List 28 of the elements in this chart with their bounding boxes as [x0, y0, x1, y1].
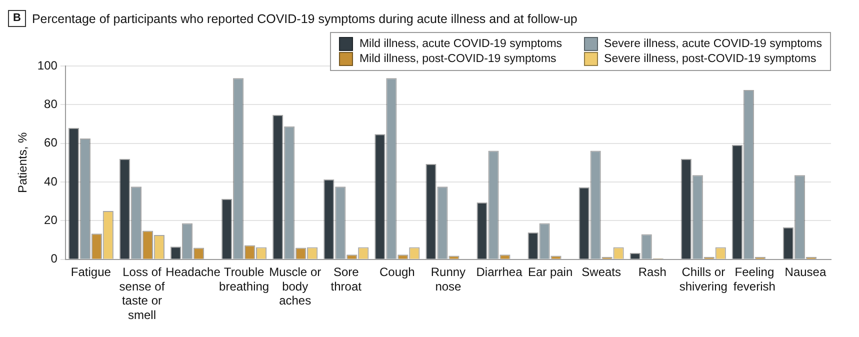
x-tick-label: Runny nose — [430, 264, 466, 294]
x-tick-label: Rash — [638, 264, 666, 279]
x-tick-label: Loss of sense of taste or smell — [119, 264, 166, 322]
x-tick-label: Nausea — [784, 264, 826, 279]
y-tick-label: 40 — [44, 174, 58, 188]
x-tick-label: Fatigue — [70, 264, 112, 279]
legend-label: Mild illness, acute COVID-19 symptoms — [359, 38, 562, 50]
x-tick-label: Sweats — [582, 264, 622, 279]
x-tick-label: Feeling feverish — [733, 264, 776, 294]
x-tick-label: Ear pain — [528, 264, 573, 279]
y-tick-label: 100 — [37, 58, 58, 72]
x-tick-label: Trouble breathing — [219, 264, 270, 294]
y-tick-label: 60 — [44, 136, 58, 150]
x-tick-label: Sore throat — [330, 264, 362, 294]
chart-title: Percentage of participants who reported COVID-19 symptoms during acute illness and at follow-up — [32, 12, 578, 26]
y-tick-label: 20 — [44, 213, 58, 228]
y-tick-label: 0 — [50, 252, 58, 266]
x-tick-label: Chills or shivering — [679, 264, 728, 294]
x-tick-label: Muscle or body aches — [269, 264, 322, 308]
legend-label: Severe illness, post-COVID-19 symptoms — [604, 53, 816, 65]
text: B — [8, 10, 26, 27]
x-tick-label: Diarrhea — [476, 264, 523, 279]
x-tick-label: Cough — [379, 264, 415, 279]
y-tick-label: 80 — [44, 96, 58, 111]
x-tick-label: Headache — [166, 264, 221, 279]
legend-label: Mild illness, post-COVID-19 symptoms — [359, 53, 556, 65]
y-axis-title: Patients, % — [16, 132, 30, 194]
legend-label: Severe illness, acute COVID-19 symptoms — [604, 38, 822, 50]
